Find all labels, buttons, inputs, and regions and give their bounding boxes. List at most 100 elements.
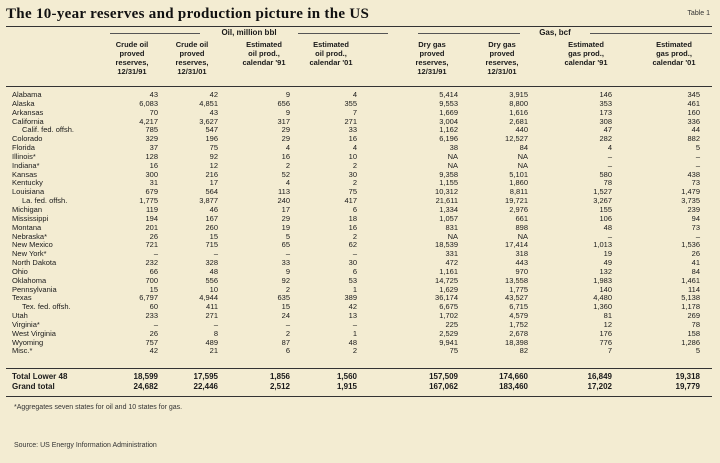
- table-cell: 7: [352, 107, 357, 117]
- table-cell: 30: [348, 258, 357, 268]
- table-title: The 10-year reserves and production pict…: [6, 6, 370, 22]
- table-row: California 4,217 3,627 317 271 3,004 2,681 308 3…: [0, 116, 720, 127]
- table-cell: 269: [687, 311, 700, 321]
- table-row: Mississippi 194 167 29 18 1,057 661 106 94: [0, 213, 720, 224]
- table-cell: 440: [515, 125, 528, 135]
- table-cell: 580: [599, 169, 612, 179]
- table-cell: 461: [687, 98, 700, 108]
- table-cell: 17,414: [505, 240, 528, 250]
- table-cell: 114: [688, 284, 700, 294]
- table-cell: 47: [603, 125, 612, 135]
- table-cell: 1,560: [336, 372, 357, 381]
- table-cell: 12: [603, 319, 612, 329]
- row-label: Florida: [12, 143, 35, 153]
- table-cell: 2,529: [439, 328, 458, 338]
- table-cell: 2: [285, 160, 290, 170]
- table-cell: 4: [285, 178, 290, 188]
- table-cell: 1,983: [593, 275, 612, 285]
- source-note: Source: US Energy Information Administra…: [14, 442, 157, 449]
- column-header: Crude oil proved reserves, 12/31/91: [115, 40, 149, 76]
- table-cell: 4,851: [199, 98, 218, 108]
- table-cell: 16: [281, 151, 290, 161]
- table-cell: 1,536: [681, 240, 700, 250]
- table-cell: 183,460: [499, 382, 528, 391]
- table-cell: 317: [277, 116, 290, 126]
- table-cell: 36,174: [435, 293, 458, 303]
- table-cell: 1,334: [439, 204, 458, 214]
- table-cell: 4,217: [139, 116, 158, 126]
- table-cell: 29: [281, 213, 290, 223]
- table-cell: 5,101: [509, 169, 528, 179]
- table-cell: 75: [209, 143, 218, 153]
- table-cell: 656: [277, 98, 290, 108]
- table-cell: 700: [145, 275, 158, 285]
- table-cell: 73: [691, 178, 700, 188]
- table-cell: 18: [348, 213, 357, 223]
- row-label: Nebraska*: [12, 231, 48, 241]
- table-cell: 8,800: [509, 98, 528, 108]
- table-row: North Dakota 232 328 33 30 472 443 49 41: [0, 258, 720, 268]
- table-cell: 2: [285, 328, 290, 338]
- table-cell: 10: [348, 151, 357, 161]
- table-cell: 1,702: [439, 311, 458, 321]
- table-cell: 715: [205, 240, 218, 250]
- table-cell: 62: [348, 240, 357, 250]
- table-row: Florida 37 75 4 4 38 84 4 5: [0, 143, 720, 153]
- table-cell: 15: [281, 302, 290, 312]
- table-cell: 776: [599, 337, 612, 347]
- table-cell: 17,595: [193, 372, 218, 381]
- row-label: Texas: [12, 293, 32, 303]
- column-header: Crude oil proved reserves, 12/31/01: [175, 40, 209, 76]
- table-cell: 4: [352, 90, 357, 99]
- table-cell: 353: [599, 98, 612, 108]
- table-cell: 21: [209, 346, 218, 356]
- column-header: Dry gas proved reserves, 12/31/01: [485, 40, 519, 76]
- table-cell: 15: [209, 231, 218, 241]
- table-cell: –: [213, 319, 218, 329]
- table-cell: 42: [149, 346, 158, 356]
- table-cell: 65: [281, 240, 290, 250]
- table-cell: 2,678: [509, 328, 528, 338]
- table-cell: 1,775: [509, 284, 528, 294]
- table-cell: 21,611: [435, 196, 458, 206]
- table-row: Ohio 66 48 9 6 1,161 970 132 84: [0, 266, 720, 277]
- column-header: Estimated gas prod., calendar '91: [564, 40, 608, 67]
- table-cell: 9,553: [439, 98, 458, 108]
- table-row: Illinois* 128 92 16 10 NA NA – –: [0, 151, 720, 162]
- table-row: Alaska 6,083 4,851 656 355 9,553 8,800 353 461: [0, 98, 720, 109]
- table-cell: 7: [607, 346, 612, 356]
- table-cell: 176: [599, 328, 612, 338]
- table-cell: 1,915: [336, 382, 357, 391]
- table-cell: 14,725: [435, 275, 458, 285]
- table-row: New York* – – – – 331 318 19 26: [0, 249, 720, 259]
- table-cell: 1,461: [681, 275, 700, 285]
- table-cell: 6,797: [139, 293, 158, 303]
- row-label: La. fed. offsh.: [22, 196, 68, 206]
- row-label: Ohio: [12, 266, 28, 276]
- table-cell: 389: [344, 293, 357, 303]
- table-cell: 1,775: [139, 196, 158, 206]
- table-cell: 443: [515, 258, 528, 268]
- table-cell: 52: [281, 169, 290, 179]
- table-row: New Mexico 721 715 65 62 18,539 17,414 1,013 1,5…: [0, 240, 720, 250]
- table-cell: 66: [149, 266, 158, 276]
- row-label: West Virginia: [12, 328, 56, 338]
- table-cell: 271: [205, 311, 218, 321]
- table-row: Pennsylvania 15 10 2 1 1,629 1,775 140 114: [0, 284, 720, 295]
- table-cell: 4: [285, 143, 290, 153]
- row-label: Michigan: [12, 204, 43, 214]
- table-cell: 46: [209, 204, 218, 214]
- table-cell: 345: [687, 90, 700, 99]
- table-cell: 53: [348, 275, 357, 285]
- table-cell: –: [695, 231, 700, 241]
- table-cell: 22,446: [193, 382, 218, 391]
- table-cell: 8,811: [509, 187, 528, 197]
- table-cell: 1,155: [439, 178, 458, 188]
- table-cell: 13: [348, 311, 357, 321]
- table-cell: NA: [517, 160, 528, 170]
- table-cell: 2,976: [509, 204, 528, 214]
- table-cell: 106: [599, 213, 612, 223]
- total-row: Grand total 24,682 22,446 2,512 1,915 167,062…: [0, 382, 720, 392]
- table-cell: 882: [687, 134, 700, 144]
- table-cell: 2: [352, 231, 357, 241]
